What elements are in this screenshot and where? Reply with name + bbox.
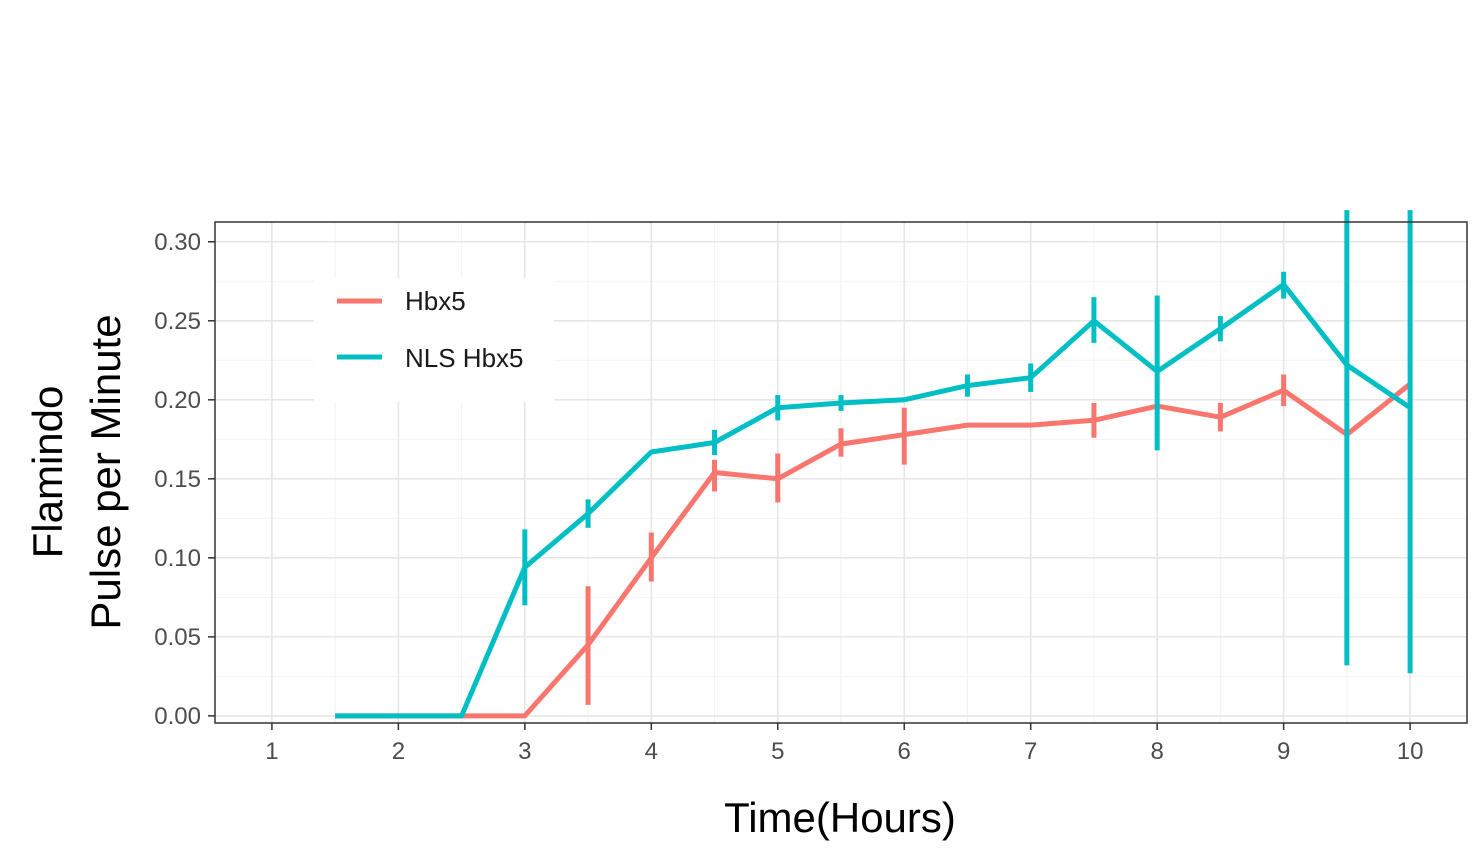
- y-axis-title-line-1: Flamindo: [24, 386, 71, 559]
- y-tick-label: 0.20: [154, 387, 201, 414]
- plot-series: [335, 210, 1413, 719]
- plot-panel-border: [214, 221, 1468, 724]
- y-axis-title-line-2: Pulse per Minute: [82, 314, 129, 629]
- x-tick-label: 8: [1150, 738, 1163, 765]
- x-tick-label: 7: [1024, 738, 1037, 765]
- x-axis-title: Time(Hours): [724, 794, 956, 841]
- y-tick-label: 0.10: [154, 545, 201, 572]
- y-axis-title: Flamindo Pulse per Minute: [24, 314, 129, 629]
- series-hbx5: [335, 374, 1412, 719]
- legend-label-nls-hbx5: NLS Hbx5: [405, 343, 524, 373]
- y-tick-label: 0.30: [154, 229, 201, 256]
- legend: Hbx5 NLS Hbx5: [314, 278, 554, 402]
- legend-label-hbx5: Hbx5: [405, 286, 466, 316]
- x-tick-label: 5: [771, 738, 784, 765]
- series-line: [335, 382, 1412, 719]
- y-tick-label: 0.00: [154, 703, 201, 730]
- x-tick-label: 2: [392, 738, 405, 765]
- y-tick-label: 0.25: [154, 308, 201, 335]
- x-tick-label: 9: [1277, 738, 1290, 765]
- x-tick-label: 3: [518, 738, 531, 765]
- x-tick-label: 1: [265, 738, 278, 765]
- series-line: [335, 281, 1412, 719]
- y-tick-label: 0.15: [154, 466, 201, 493]
- series-nls-hbx5: [335, 210, 1413, 719]
- plot-axes: 1 2 3 4 5 6 7 8 9 10 0.00 0.05 0.10 0.15 0.20 0.25 0.30: [154, 229, 1423, 765]
- x-tick-label: 6: [898, 738, 911, 765]
- x-tick-label: 10: [1397, 738, 1424, 765]
- y-tick-label: 0.05: [154, 624, 201, 651]
- x-tick-label: 4: [645, 738, 658, 765]
